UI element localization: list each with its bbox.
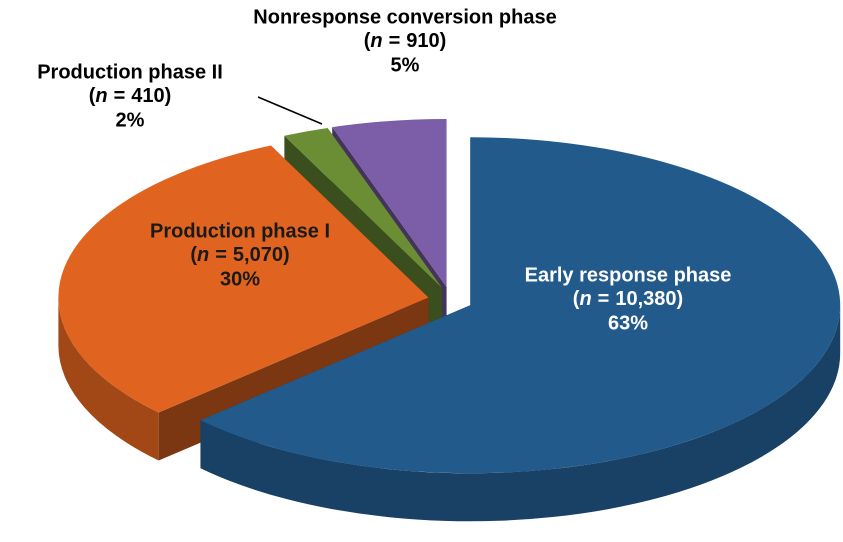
leader-line bbox=[257, 96, 323, 125]
count-equals: = bbox=[114, 85, 126, 107]
slice-name: Nonresponse conversion phase bbox=[253, 6, 556, 28]
count-open: ( bbox=[89, 85, 96, 107]
slice-rim bbox=[58, 297, 159, 461]
slice-percent: 2% bbox=[116, 109, 145, 131]
count-close: ) bbox=[283, 244, 290, 266]
slice bbox=[200, 137, 841, 474]
slice-rim bbox=[200, 305, 841, 522]
count-open: ( bbox=[573, 288, 580, 310]
count-variable: n bbox=[197, 244, 209, 266]
count-variable: n bbox=[95, 85, 107, 107]
slice-name: Production phase II bbox=[37, 61, 223, 83]
slice bbox=[332, 118, 447, 287]
count-value: 10,380 bbox=[615, 288, 676, 310]
count-value: 910 bbox=[406, 30, 439, 52]
count-value: 5,070 bbox=[233, 244, 283, 266]
slice-name: Production phase I bbox=[150, 220, 330, 242]
count-close: ) bbox=[165, 85, 172, 107]
slice-count: (n = 410) bbox=[89, 85, 172, 107]
count-variable: n bbox=[370, 30, 382, 52]
slice-percent: 63% bbox=[608, 312, 648, 334]
slice-percent: 5% bbox=[391, 54, 420, 76]
count-value: 410 bbox=[131, 85, 164, 107]
count-close: ) bbox=[440, 30, 447, 52]
count-equals: = bbox=[215, 244, 227, 266]
slice-percent: 30% bbox=[220, 268, 260, 290]
slice-name: Early response phase bbox=[525, 264, 732, 286]
slice bbox=[284, 127, 442, 288]
slice-count: (n = 910) bbox=[364, 30, 447, 52]
count-variable: n bbox=[579, 288, 591, 310]
count-equals: = bbox=[598, 288, 610, 310]
count-open: ( bbox=[190, 244, 197, 266]
slice bbox=[58, 145, 429, 413]
slice-count: (n = 10,380) bbox=[573, 288, 683, 310]
count-open: ( bbox=[364, 30, 371, 52]
count-close: ) bbox=[677, 288, 684, 310]
count-equals: = bbox=[389, 30, 401, 52]
slice-count: (n = 5,070) bbox=[190, 244, 289, 266]
